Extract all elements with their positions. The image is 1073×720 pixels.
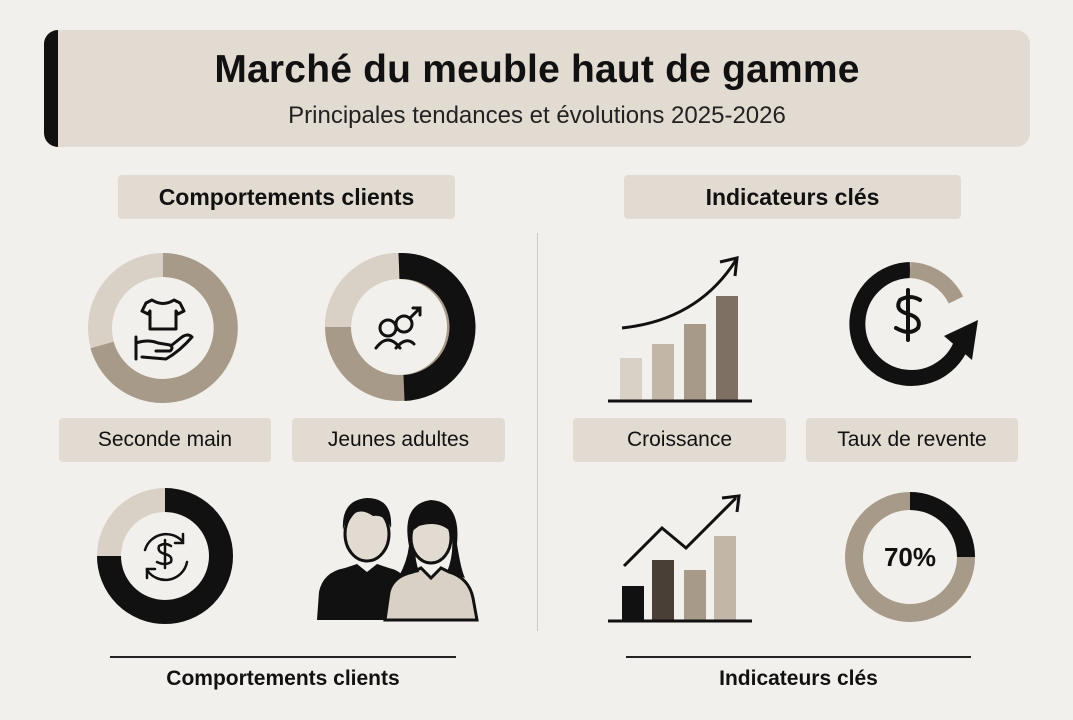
revente-donut (97, 488, 233, 624)
gender-icon (374, 306, 422, 350)
title-accent-bar (44, 30, 58, 147)
recycle-dollar-icon (143, 532, 189, 582)
jeunes-adultes-donut (325, 252, 476, 401)
seconde-main-donut (88, 253, 238, 403)
footer-rule-right (626, 656, 971, 658)
section-header-comportements: Comportements clients (118, 175, 455, 219)
title-banner: Marché du meuble haut de gamme Principal… (44, 30, 1030, 147)
percentage-ring: 70% (845, 492, 975, 622)
footer-indicateurs: Indicateurs clés (719, 667, 878, 690)
section-divider (537, 233, 538, 631)
growth-chart-icon (608, 256, 752, 403)
trend-chart-icon (608, 494, 752, 623)
percentage-value: 70% (884, 542, 936, 572)
footer-rule-left (110, 656, 456, 658)
label-jeunes-adultes: Jeunes adultes (292, 418, 505, 462)
section-header-indicateurs: Indicateurs clés (624, 175, 961, 219)
page-title: Marché du meuble haut de gamme (214, 48, 860, 91)
label-taux-revente: Taux de revente (806, 418, 1018, 462)
couple-icon (317, 498, 479, 622)
label-croissance: Croissance (573, 418, 786, 462)
tshirt-hand-icon (134, 298, 194, 361)
page-subtitle: Principales tendances et évolutions 2025… (288, 102, 786, 129)
dollar-cycle-icon (849, 262, 978, 386)
footer-comportements: Comportements clients (166, 667, 400, 690)
label-seconde-main: Seconde main (59, 418, 271, 462)
